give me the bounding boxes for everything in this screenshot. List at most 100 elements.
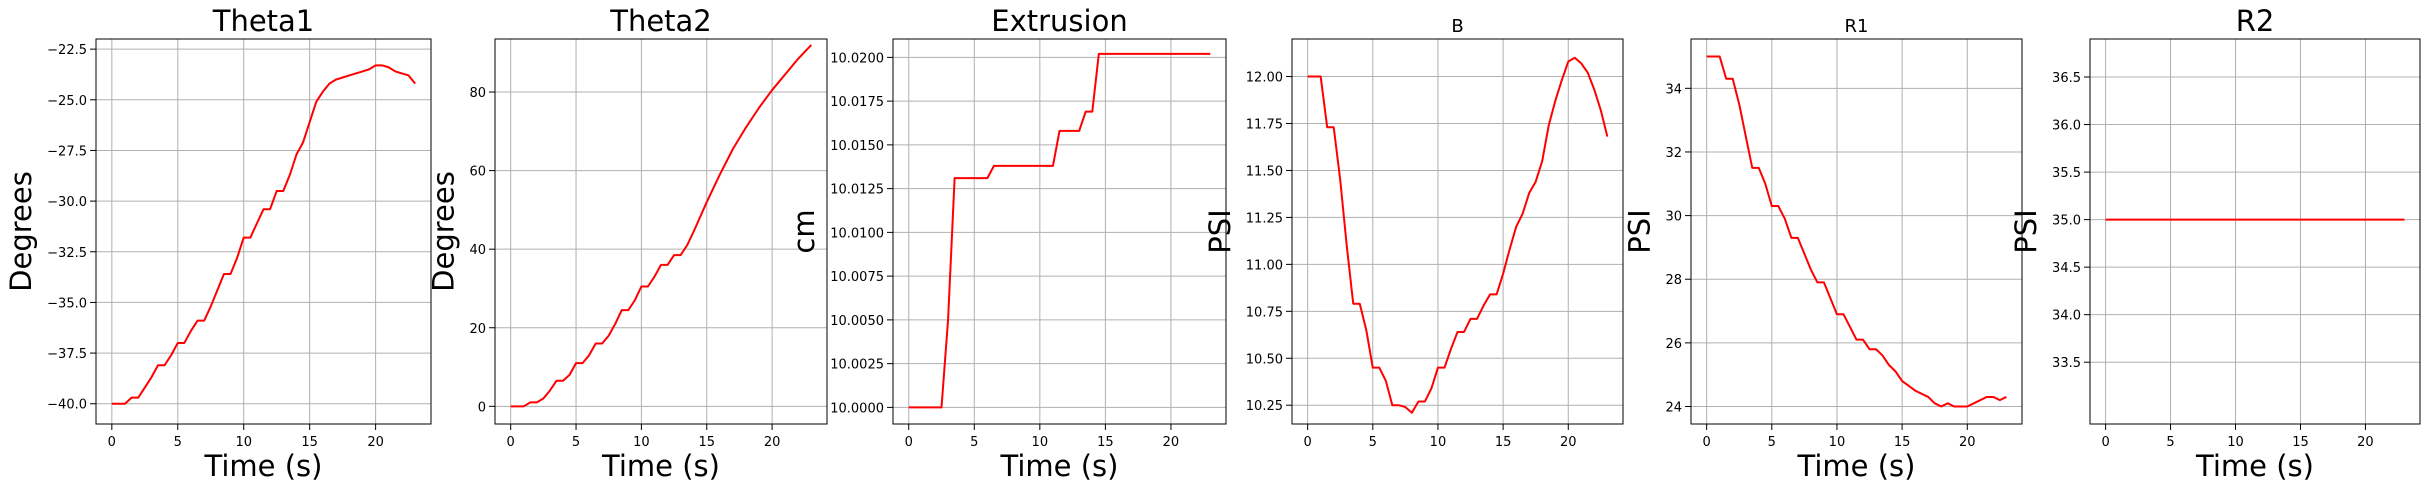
theta2-x-tick-label: 20	[764, 435, 781, 450]
theta1-y-tick-label: −40.0	[47, 398, 87, 413]
theta2-x-tick-label: 10	[633, 435, 650, 450]
r2-panel: 0 5 10 15 20 33.5 34.0 34.5 35.0 35.5 36.0 36.5 R2 Ti…	[2009, 4, 2421, 483]
b-y-tick-label: 12.00	[1246, 71, 1283, 86]
b-axes-frame	[1291, 38, 1624, 425]
b-y-tick-label: 11.00	[1246, 258, 1283, 273]
r2-title: R2	[2236, 4, 2275, 38]
theta1-y-tick-label: −25.0	[47, 94, 87, 109]
b-y-tick-label: 11.25	[1246, 211, 1283, 226]
theta1-y-tick-label: −37.5	[47, 347, 87, 362]
extrusion-y-axis-label: cm	[787, 209, 821, 253]
r2-y-tick-label: 36.5	[2052, 71, 2081, 86]
theta2-y-tick-label: 0	[478, 400, 486, 415]
b-panel: 0 5 10 15 20 10.25 10.50 10.75 11.00 11.25 11.50 11…	[1203, 16, 1624, 450]
r2-y-tick-label: 35.0	[2052, 214, 2081, 229]
extrusion-y-tick-label: 10.0175	[830, 95, 884, 110]
r1-title: R1	[1845, 16, 1869, 37]
b-x-tick-label: 10	[1430, 435, 1447, 450]
theta2-series-line	[510, 44, 813, 408]
r1-panel: 0 5 10 15 20 24 26 28 30 32 34 R1 Time (s) PSI	[1622, 16, 2023, 483]
extrusion-x-tick-label: 15	[1097, 435, 1114, 450]
extrusion-y-tick-label: 10.0125	[830, 183, 884, 198]
theta1-y-tick-label: −35.0	[47, 296, 87, 311]
theta2-x-tick-label: 5	[572, 435, 580, 450]
r1-y-tick-label: 24	[1665, 401, 1682, 416]
r2-x-tick-label: 10	[2227, 435, 2244, 450]
theta1-y-tick-label: −22.5	[47, 43, 87, 58]
r2-x-tick-label: 15	[2292, 435, 2309, 450]
theta1-x-tick-label: 20	[367, 435, 384, 450]
r2-y-tick-label: 33.5	[2052, 356, 2081, 371]
r1-x-tick-label: 10	[1829, 435, 1846, 450]
extrusion-series-line	[908, 52, 1211, 409]
b-y-tick-label: 11.75	[1246, 118, 1283, 133]
theta1-y-tick-label: −30.0	[47, 195, 87, 210]
b-y-tick-label: 10.25	[1246, 399, 1283, 414]
extrusion-x-tick-label: 0	[905, 435, 913, 450]
extrusion-x-tick-label: 20	[1163, 435, 1180, 450]
extrusion-x-axis-label: Time (s)	[1000, 449, 1119, 483]
theta1-x-tick-label: 5	[174, 435, 182, 450]
r2-x-tick-label: 0	[2101, 435, 2109, 450]
theta1-y-tick-label: −32.5	[47, 246, 87, 261]
extrusion-x-tick-label: 10	[1032, 435, 1049, 450]
extrusion-x-tick-label: 5	[970, 435, 978, 450]
extrusion-y-tick-label: 10.0150	[830, 139, 884, 154]
r2-y-tick-label: 34.0	[2052, 309, 2081, 324]
theta2-y-tick-label: 20	[469, 322, 486, 337]
r1-x-axis-label: Time (s)	[1797, 449, 1916, 483]
b-x-tick-label: 15	[1495, 435, 1512, 450]
theta1-axes-frame	[95, 38, 432, 425]
theta2-y-tick-label: 40	[469, 243, 486, 258]
r1-series-line	[1706, 55, 2007, 408]
theta2-x-tick-label: 0	[507, 435, 515, 450]
extrusion-y-tick-label: 10.0050	[830, 314, 884, 329]
r1-axes-frame	[1690, 38, 2023, 425]
theta1-x-axis-label: Time (s)	[204, 449, 323, 483]
r1-y-tick-label: 26	[1665, 337, 1682, 352]
extrusion-y-tick-label: 10.0000	[830, 401, 884, 416]
theta1-x-tick-label: 15	[301, 435, 318, 450]
extrusion-y-tick-label: 10.0025	[830, 358, 884, 373]
b-y-axis-label: PSI	[1203, 209, 1237, 253]
r1-y-tick-label: 34	[1665, 82, 1682, 97]
theta2-panel: 0 5 10 15 20 0 20 40 60 80 Theta2 Time (s) Degrees	[426, 4, 828, 483]
r1-y-tick-label: 32	[1665, 146, 1682, 161]
theta2-x-tick-label: 15	[698, 435, 715, 450]
theta2-y-tick-label: 60	[469, 165, 486, 180]
theta2-y-tick-label: 80	[469, 86, 486, 101]
theta1-x-tick-label: 0	[108, 435, 116, 450]
b-y-tick-label: 11.50	[1246, 164, 1283, 179]
extrusion-title: Extrusion	[991, 4, 1127, 38]
extrusion-y-tick-label: 10.0075	[830, 270, 884, 285]
theta1-title: Theta1	[212, 4, 315, 38]
theta1-x-tick-label: 10	[235, 435, 252, 450]
r1-y-tick-label: 30	[1665, 210, 1682, 225]
b-x-tick-label: 5	[1369, 435, 1377, 450]
theta1-y-axis-label: Degrees	[4, 171, 38, 292]
r1-x-tick-label: 20	[1959, 435, 1976, 450]
r2-y-tick-label: 35.5	[2052, 166, 2081, 181]
theta2-axes-frame	[494, 38, 828, 425]
theta2-title: Theta2	[609, 4, 712, 38]
r2-y-axis-label: PSI	[2009, 209, 2043, 253]
r2-x-tick-label: 20	[2357, 435, 2374, 450]
r2-y-tick-label: 34.5	[2052, 261, 2081, 276]
r1-x-tick-label: 15	[1894, 435, 1911, 450]
extrusion-panel: 0 5 10 15 20 10.0000 10.0025 10.0050 10.0075 10.0…	[787, 4, 1227, 483]
b-title: B	[1451, 16, 1463, 37]
r2-y-tick-label: 36.0	[2052, 119, 2081, 134]
r1-y-axis-label: PSI	[1622, 209, 1656, 253]
theta2-y-axis-label: Degrees	[426, 171, 460, 292]
b-y-tick-label: 10.75	[1246, 305, 1283, 320]
b-x-tick-label: 20	[1560, 435, 1577, 450]
b-y-tick-label: 10.50	[1246, 352, 1283, 367]
b-series-line	[1307, 56, 1609, 414]
r2-axes-frame	[2089, 38, 2421, 425]
r1-x-tick-label: 5	[1768, 435, 1776, 450]
b-x-tick-label: 0	[1303, 435, 1311, 450]
theta1-series-line	[111, 64, 416, 405]
r2-x-tick-label: 5	[2166, 435, 2174, 450]
r2-x-axis-label: Time (s)	[2195, 449, 2314, 483]
